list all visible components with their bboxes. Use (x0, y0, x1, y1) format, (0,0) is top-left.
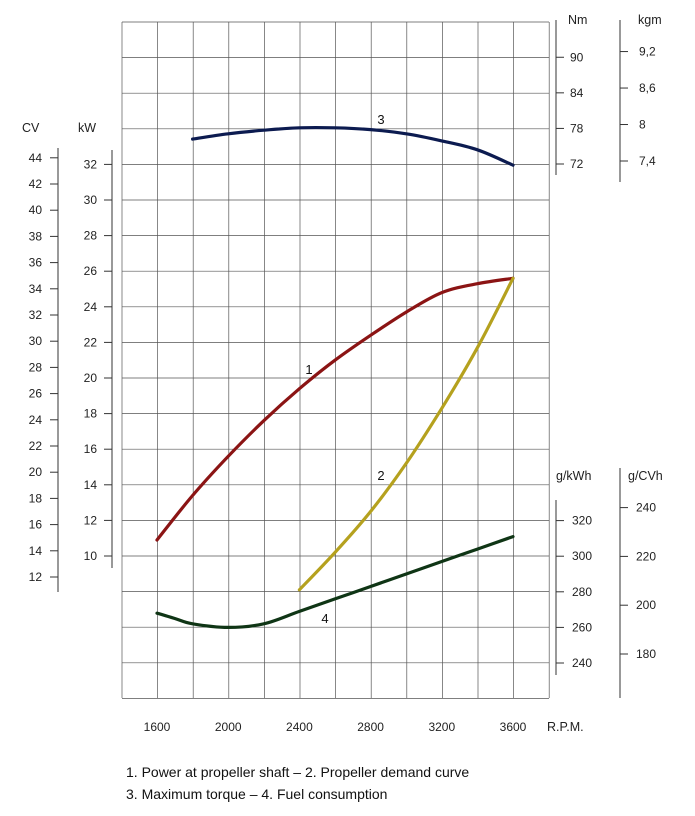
curve-4-line (155, 535, 515, 630)
kw-axis-tick-label: 24 (84, 300, 98, 314)
cv-axis-tick-label: 20 (29, 465, 43, 479)
gkwh-axis-tick-label: 240 (572, 656, 592, 670)
cv-axis-tick-label: 26 (29, 387, 43, 401)
kgm-axis-tick-label: 7,4 (639, 154, 656, 168)
cv-axis-tick-label: 22 (29, 439, 43, 453)
kgm-axis-tick-label: 8 (639, 118, 646, 132)
gkwh-axis-tick-label: 320 (572, 514, 592, 528)
curves: 1 2 3 4 (155, 112, 515, 630)
cv-axis-tick-label: 14 (29, 544, 43, 558)
chart-grid (121, 21, 550, 699)
kw-axis: 32 30 28 26 24 22 20 18 16 14 12 10 (84, 150, 113, 568)
gcvh-axis-tick-label: 240 (636, 501, 656, 515)
nm-axis-tick-label: 90 (570, 50, 584, 64)
curve-4-label: 4 (321, 611, 328, 626)
kw-axis-tick-label: 12 (84, 513, 98, 527)
nm-axis-unit: Nm (568, 13, 587, 27)
gcvh-axis-tick-label: 200 (636, 598, 656, 612)
performance-chart: CV kW 4442403836343230282624222018161412… (22, 13, 663, 734)
nm-axis-tick-label: 78 (570, 121, 584, 135)
gkwh-axis-tick-label: 300 (572, 549, 592, 563)
cv-axis-tick-label: 40 (29, 203, 43, 217)
cv-axis-tick-label: 30 (29, 334, 43, 348)
gcvh-axis-tick-label: 180 (636, 647, 656, 661)
x-tick-label: 1600 (144, 720, 171, 734)
gkwh-axis-tick-label: 260 (572, 620, 592, 634)
x-tick-label: 2000 (215, 720, 242, 734)
kw-axis-tick-label: 20 (84, 371, 98, 385)
curve-3-line (191, 125, 515, 167)
kgm-axis-unit: kgm (638, 13, 662, 27)
kw-axis-tick-label: 14 (84, 478, 98, 492)
curve-3-label: 3 (377, 112, 384, 127)
legend-line-1: 1. Power at propeller shaft – 2. Propell… (126, 764, 470, 780)
kw-axis-tick-label: 26 (84, 264, 98, 278)
x-tick-label: 3200 (428, 720, 455, 734)
curve-1-label: 1 (305, 362, 312, 377)
gkwh-axis-tick-label: 280 (572, 585, 592, 599)
x-tick-label: 2400 (286, 720, 313, 734)
cv-axis-tick-label: 34 (29, 282, 43, 296)
cv-axis-unit: CV (22, 121, 40, 135)
kw-axis-tick-label: 32 (84, 157, 98, 171)
kgm-axis-tick-label: 8,6 (639, 81, 656, 95)
cv-axis-tick-label: 16 (29, 518, 43, 532)
gcvh-axis-unit: g/CVh (628, 469, 663, 483)
gkwh-axis-unit: g/kWh (556, 469, 591, 483)
x-tick-label: 3600 (500, 720, 527, 734)
gkwh-axis: 320 300 280 260 240 (555, 500, 592, 675)
curve-2-line (297, 276, 515, 592)
x-tick-label: 2800 (357, 720, 384, 734)
kgm-axis: 9,2 8,6 8 7,4 (619, 20, 656, 182)
kgm-axis-tick-label: 9,2 (639, 45, 656, 59)
cv-axis-tick-label: 12 (29, 570, 43, 584)
kw-axis-tick-label: 22 (84, 335, 98, 349)
rpm-axis: 1600 2000 2400 2800 3200 3600 (144, 720, 527, 734)
curve-1-line (155, 276, 515, 542)
cv-axis-tick-label: 36 (29, 256, 43, 270)
x-axis-title: R.P.M. (547, 720, 584, 734)
cv-axis-tick-label: 38 (29, 229, 43, 243)
cv-axis-tick-label: 24 (29, 413, 43, 427)
legend-line-2: 3. Maximum torque – 4. Fuel consumption (126, 786, 388, 802)
curve-2-label: 2 (377, 468, 384, 483)
kw-axis-tick-label: 16 (84, 442, 98, 456)
kw-axis-tick-label: 10 (84, 549, 98, 563)
cv-axis: 44 42 40 38 36 34 32 30 28 26 24 22 20 18 16 14 12 (29, 148, 59, 592)
gcvh-axis-tick-label: 220 (636, 549, 656, 563)
kw-axis-tick-label: 28 (84, 229, 98, 243)
cv-axis-tick-label: 18 (29, 491, 43, 505)
cv-axis-tick-label: 44 (29, 151, 43, 165)
nm-axis-tick-label: 72 (570, 157, 584, 171)
kw-axis-unit: kW (78, 121, 96, 135)
kw-axis-tick-label: 18 (84, 407, 98, 421)
cv-axis-tick-label: 28 (29, 360, 43, 374)
kw-axis-tick-label: 30 (84, 193, 98, 207)
nm-axis: 90 84 78 72 (555, 20, 584, 175)
gcvh-axis: 240 220 200 180 (619, 468, 656, 698)
cv-axis-tick-label: 32 (29, 308, 43, 322)
nm-axis-tick-label: 84 (570, 86, 584, 100)
cv-axis-tick-label: 42 (29, 177, 43, 191)
